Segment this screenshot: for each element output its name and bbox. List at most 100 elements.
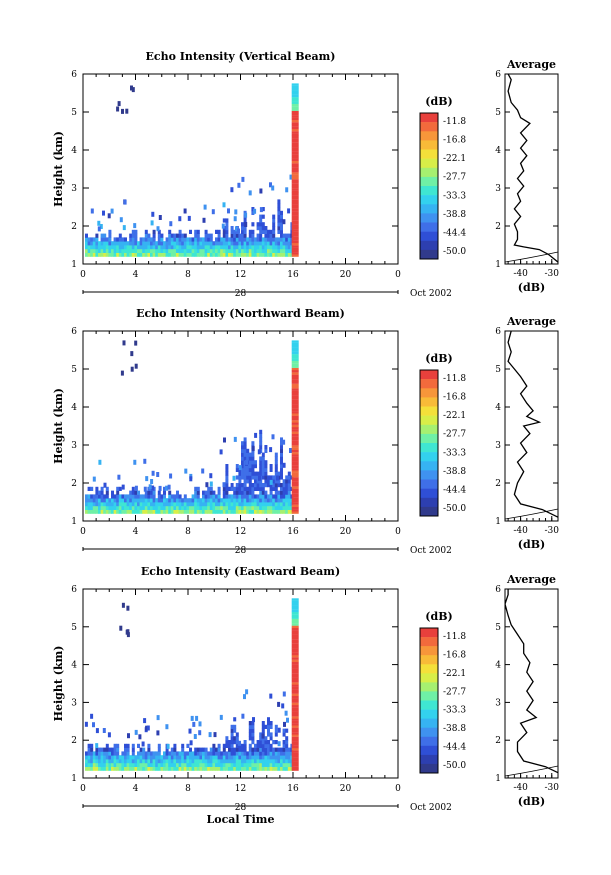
echo-cell xyxy=(233,740,237,745)
echo-cell xyxy=(282,743,286,748)
echo-cell xyxy=(144,241,148,246)
echo-cell xyxy=(118,252,122,257)
echo-cell xyxy=(274,467,278,472)
echo-cell xyxy=(147,766,151,771)
echo-cell xyxy=(100,233,104,238)
echo-cell xyxy=(282,740,286,745)
echo-cell xyxy=(233,237,237,242)
echo-cell xyxy=(291,734,299,737)
echo-cell xyxy=(291,668,299,671)
echo-cell xyxy=(259,766,263,771)
echo-cell xyxy=(269,751,273,756)
echo-cell xyxy=(291,718,299,721)
echo-cell xyxy=(261,724,265,729)
echo-cell xyxy=(124,252,127,257)
echo-cell xyxy=(282,237,286,242)
echo-cell xyxy=(157,498,161,503)
echo-cell xyxy=(261,464,265,469)
echo-cell xyxy=(217,229,221,234)
echo-cell xyxy=(111,245,114,250)
echo-cell xyxy=(243,233,247,238)
colorbar: (dB)-11.8-16.8-22.1-27.7-33.3-38.8-44.4-… xyxy=(419,352,466,517)
echo-cell xyxy=(233,245,237,250)
echo-cell xyxy=(291,183,299,187)
colorbar-swatch xyxy=(420,379,438,389)
echo-cell xyxy=(264,762,268,767)
y-tick-label: 1 xyxy=(71,774,77,784)
echo-cell xyxy=(291,160,299,164)
echo-cell xyxy=(243,445,247,450)
average-y-tick-label: 6 xyxy=(495,585,501,595)
echo-cell xyxy=(209,747,213,752)
echo-cell xyxy=(291,511,299,514)
echo-cell xyxy=(113,766,117,771)
echo-cell xyxy=(243,452,247,457)
echo-cell xyxy=(291,249,299,253)
echo-cell xyxy=(287,490,291,495)
echo-cell xyxy=(209,486,213,491)
echo-cell xyxy=(170,766,174,771)
echo-cell xyxy=(243,479,247,484)
echo-cell xyxy=(92,505,96,510)
y-tick-label: 3 xyxy=(71,184,77,194)
echo-cell xyxy=(194,233,198,238)
echo-cell xyxy=(202,747,205,752)
echo-cell xyxy=(95,766,99,771)
echo-cell xyxy=(215,494,218,499)
echo-cell xyxy=(85,509,88,514)
echo-cell xyxy=(196,248,200,253)
echo-cell xyxy=(269,248,273,253)
echo-cell xyxy=(107,732,111,738)
echo-cell xyxy=(254,498,257,503)
echo-cell xyxy=(126,747,130,752)
echo-cell xyxy=(173,759,177,764)
echo-cell xyxy=(261,733,265,739)
echo-cell xyxy=(129,766,133,771)
echo-cell xyxy=(291,243,299,246)
echo-cell xyxy=(108,245,112,250)
echo-cell xyxy=(124,762,127,767)
echo-cell xyxy=(274,252,278,257)
echo-cell xyxy=(291,131,299,134)
echo-cell xyxy=(269,743,273,748)
echo-cell xyxy=(95,241,99,246)
colorbar-tick-label: -22.1 xyxy=(443,154,466,164)
echo-cell xyxy=(131,241,135,246)
echo-cell xyxy=(228,751,231,756)
echo-cell xyxy=(235,743,239,748)
echo-cell xyxy=(291,413,299,416)
echo-cell xyxy=(291,238,299,241)
echo-cell xyxy=(105,759,109,764)
echo-cell xyxy=(291,220,299,223)
echo-cell xyxy=(254,743,257,748)
echo-cell xyxy=(129,759,133,764)
echo-cell xyxy=(160,762,164,767)
echo-cell xyxy=(207,494,211,499)
echo-cell xyxy=(246,486,250,491)
echo-cell xyxy=(87,252,91,257)
echo-cell xyxy=(269,241,273,246)
echo-cell xyxy=(113,509,117,514)
echo-cell xyxy=(186,766,190,771)
echo-cell xyxy=(217,505,221,510)
echo-cell xyxy=(173,505,177,510)
echo-cell xyxy=(291,158,299,161)
echo-cell xyxy=(282,248,286,253)
echo-cell xyxy=(191,755,195,760)
echo-cell xyxy=(186,502,190,507)
echo-cell xyxy=(222,762,226,767)
echo-cell xyxy=(282,502,286,507)
echo-cell xyxy=(95,728,99,734)
echo-cell xyxy=(130,85,133,91)
colorbar-tick-label: -16.8 xyxy=(443,650,466,660)
echo-cell xyxy=(261,509,265,514)
echo-cell xyxy=(124,505,127,510)
echo-cell xyxy=(291,474,299,478)
echo-cell xyxy=(261,498,265,503)
echo-cell xyxy=(291,117,299,120)
echo-cell xyxy=(238,766,242,771)
echo-cell xyxy=(274,759,278,764)
echo-cell xyxy=(272,483,276,488)
echo-cell xyxy=(233,248,237,253)
echo-cell xyxy=(269,736,273,741)
